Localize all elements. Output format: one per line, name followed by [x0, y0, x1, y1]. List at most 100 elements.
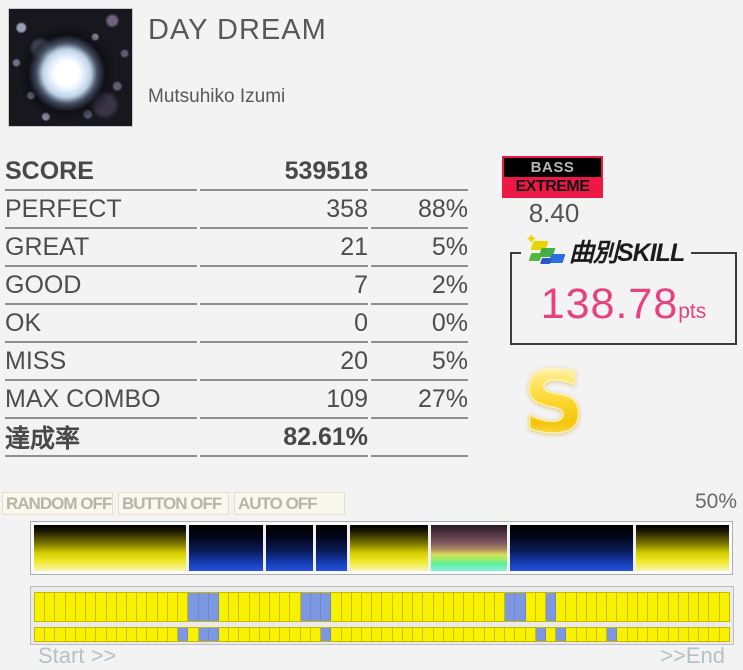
score-row-label: MISS: [5, 343, 197, 381]
score-row-label: SCORE: [5, 153, 197, 191]
timeline-cell: [658, 593, 669, 621]
timeline-cell: [719, 628, 729, 641]
timeline-cell: [45, 593, 56, 621]
song-density-graph: [30, 521, 733, 575]
timeline-cell: [218, 593, 230, 621]
timeline-cell: [55, 628, 66, 641]
score-row-label: GREAT: [5, 229, 197, 267]
timeline-cell: [86, 628, 97, 641]
score-row-percent: [371, 419, 468, 457]
graph-track: [34, 525, 729, 571]
timeline-cell: [362, 628, 373, 641]
timeline-cell: [658, 628, 669, 641]
timeline-cell: [126, 628, 138, 641]
timeline-cell: [443, 628, 454, 641]
timeline-cell: [464, 628, 475, 641]
modifier-badge-auto-off[interactable]: AUTO OFF: [234, 492, 345, 515]
timeline-cell: [709, 593, 720, 621]
timeline-cell: [515, 593, 526, 621]
timeline-cell: [617, 593, 628, 621]
timeline-cell: [443, 593, 454, 621]
timeline-cell: [35, 628, 46, 641]
score-row-percent: 2%: [371, 267, 468, 305]
score-row: GREAT 21 5%: [5, 229, 468, 267]
timeline-cell: [474, 593, 485, 621]
score-row-label: MAX COMBO: [5, 381, 197, 419]
timeline-row-upper: [34, 592, 730, 622]
timeline-cell: [535, 593, 546, 621]
timeline-cell: [382, 593, 393, 621]
timeline-cell: [484, 628, 495, 641]
timeline-cell: [668, 628, 679, 641]
timeline-cell: [86, 593, 97, 621]
timeline-cell: [607, 628, 618, 641]
timeline-cell: [280, 593, 291, 621]
timeline-cell: [453, 628, 465, 641]
score-row: OK 0 0%: [5, 305, 468, 343]
timeline-cell: [525, 628, 536, 641]
timeline-cell: [290, 628, 301, 641]
timeline-cell: [300, 628, 311, 641]
timeline-cell: [331, 593, 342, 621]
timeline-cell: [597, 593, 608, 621]
timeline-cell: [239, 628, 250, 641]
song-artist: Mutsuhiko Izumi: [148, 86, 286, 107]
score-row-value: 20: [200, 343, 368, 381]
score-row: SCORE 539518: [5, 153, 468, 191]
timeline-cell: [372, 628, 383, 641]
timeline-cell: [167, 593, 179, 621]
timeline-cell: [515, 628, 526, 641]
modifier-badge-random-off[interactable]: RANDOM OFF: [2, 492, 113, 515]
timeline-cell: [270, 593, 281, 621]
timeline-cell: [597, 628, 608, 641]
timeline-cell: [627, 628, 638, 641]
timeline-cell: [331, 628, 342, 641]
timeline-cell: [668, 593, 679, 621]
score-row: PERFECT 358 88%: [5, 191, 468, 229]
skill-points-value: 138.78: [540, 280, 679, 328]
timeline-cell: [637, 593, 649, 621]
timeline-cell: [413, 593, 424, 621]
timeline-cell: [392, 628, 403, 641]
timeline-start-label: Start >>: [38, 643, 117, 668]
graph-segment-blue: [189, 525, 263, 571]
timeline-cell: [259, 593, 271, 621]
timeline-cell: [525, 593, 536, 621]
timeline-cell: [249, 593, 260, 621]
modifier-badge-button-off[interactable]: BUTTON OFF: [118, 492, 229, 515]
timeline-cell: [198, 628, 209, 641]
timeline-cell: [75, 628, 87, 641]
skill-points: 138.78pts: [512, 280, 735, 329]
timeline-cell: [208, 593, 219, 621]
timeline-cell: [494, 628, 506, 641]
score-row: GOOD 7 2%: [5, 267, 468, 305]
score-row-value: 539518: [200, 153, 368, 191]
timeline-cell: [689, 628, 700, 641]
timeline-cell: [535, 628, 546, 641]
timeline-cell: [637, 628, 649, 641]
timeline-cell: [617, 628, 628, 641]
timeline-cell: [699, 593, 710, 621]
timeline-cell: [433, 593, 444, 621]
timeline-end-label: >>End: [660, 643, 725, 668]
timeline-cell: [566, 593, 577, 621]
timeline-cell: [423, 628, 434, 641]
rank-grade: S: [499, 359, 609, 447]
score-row: MAX COMBO 109 27%: [5, 381, 468, 419]
graph-segment-yellow: [636, 525, 729, 571]
timeline-cell: [719, 593, 729, 621]
timeline-cell: [106, 628, 117, 641]
difficulty-part-label: BASS: [504, 158, 601, 177]
score-row-value: 109: [200, 381, 368, 419]
timeline-cell: [239, 593, 250, 621]
score-row-percent: 5%: [371, 343, 468, 381]
score-table: SCORE 539518 PERFECT 358 88% GREAT 21 5% GOOD 7 2%…: [2, 153, 471, 457]
graph-segment-blue: [266, 525, 313, 571]
score-row-value: 358: [200, 191, 368, 229]
timeline-cell: [147, 593, 158, 621]
timeline-cell: [341, 628, 352, 641]
timeline-cell: [188, 593, 199, 621]
score-row-value: 21: [200, 229, 368, 267]
skill-logo: ✦ 曲別SKILL: [521, 231, 692, 268]
timeline-cell: [413, 628, 424, 641]
